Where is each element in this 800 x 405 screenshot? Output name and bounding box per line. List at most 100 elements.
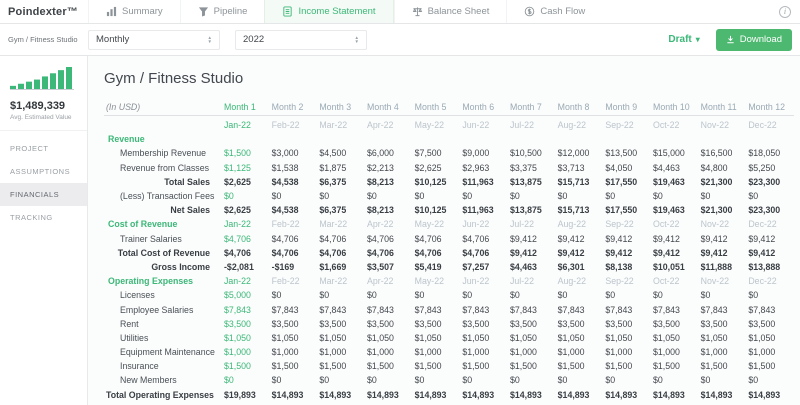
value-cell: $1,500 — [224, 148, 251, 159]
value-cell: $9,412 — [605, 233, 633, 244]
tab-pipeline[interactable]: Pipeline — [179, 0, 265, 23]
value-cell: $10,125 — [414, 205, 447, 216]
sidebar-item-tracking[interactable]: TRACKING — [10, 213, 53, 222]
value-cell: $1,669 — [319, 261, 347, 272]
value-cell: $0 — [748, 290, 759, 301]
brand-logo[interactable]: Poindexter™ — [8, 5, 79, 18]
value-cell: $3,500 — [700, 318, 728, 329]
row-revenue: Revenue — [104, 132, 794, 146]
date-cell: Dec-22 — [748, 219, 777, 230]
date-cell: Feb-22 — [271, 276, 300, 287]
toolbar-project-name: Gym / Fitness Studio — [8, 35, 78, 44]
value-cell: $0 — [748, 191, 759, 202]
income-statement-icon — [282, 6, 293, 17]
value-cell: $1,050 — [224, 332, 251, 343]
tab-summary[interactable]: Summary — [88, 0, 180, 23]
sidebar-item-financials[interactable]: FINANCIALS — [0, 183, 87, 206]
column-header: Month 8 — [557, 102, 590, 112]
value-cell: $9,000 — [462, 148, 490, 159]
info-icon[interactable]: i — [779, 5, 791, 18]
value-cell: $3,500 — [653, 318, 680, 329]
value-cell: $8,138 — [605, 261, 633, 272]
value-cell: $1,000 — [510, 347, 537, 358]
value-cell: $0 — [462, 191, 473, 202]
value-cell: $3,500 — [462, 318, 490, 329]
row-new-members: New Members $0 $0 $0 $0 $0 $0 $0 $0 $0 $0 $0 $0 — [104, 373, 794, 387]
value-cell: $6,375 — [319, 176, 347, 187]
value-cell: $0 — [700, 290, 711, 301]
download-button[interactable]: Download — [715, 28, 792, 51]
value-cell: $9,412 — [605, 247, 633, 258]
value-cell: $0 — [605, 375, 616, 386]
value-cell: $4,706 — [367, 247, 394, 258]
row-gross-income: Gross Income -$2,081 -$169 $1,669 $3,507 $5,4… — [104, 260, 794, 274]
frequency-select[interactable]: Monthly ▲ ▼ — [88, 29, 220, 50]
value-cell: $2,625 — [224, 176, 251, 187]
value-cell: $0 — [271, 191, 282, 202]
value-cell: $13,875 — [510, 176, 542, 187]
value-cell: $13,888 — [748, 261, 781, 272]
updown-icon: ▲ ▼ — [207, 34, 212, 44]
value-cell: $9,412 — [557, 233, 585, 244]
value-cell: $3,713 — [557, 162, 585, 173]
value-cell: $7,843 — [462, 304, 490, 315]
column-header: Month 6 — [462, 102, 495, 112]
value-cell: $7,843 — [414, 304, 442, 315]
value-cell: $1,538 — [271, 162, 299, 173]
value-cell: $9,412 — [700, 247, 728, 258]
value-cell: $3,500 — [224, 318, 251, 329]
value-cell: -$15,062 — [270, 404, 318, 405]
value-cell: $14,893 — [319, 389, 352, 400]
status-select[interactable]: Draft ▾ — [668, 34, 699, 45]
column-header: Month 1 — [224, 102, 256, 112]
date-cell: Jan-22 — [224, 120, 251, 131]
value-cell: $0 — [224, 375, 234, 386]
value-cell: $9,412 — [748, 233, 776, 244]
row-label: Net Sales — [170, 205, 210, 216]
value-cell: $1,000 — [748, 347, 776, 358]
date-cell: Jul-22 — [510, 276, 534, 287]
value-cell: $3,000 — [271, 148, 299, 159]
value-cell: $1,050 — [748, 332, 776, 343]
value-cell: $3,500 — [557, 318, 585, 329]
value-cell: $2,625 — [414, 162, 442, 173]
value-cell: $4,500 — [319, 148, 347, 159]
value-cell: $7,843 — [224, 304, 251, 315]
sidebar-mini-chart[interactable] — [0, 56, 87, 98]
row-rent: Rent $3,500 $3,500 $3,500 $3,500 $3,500 $3,500… — [104, 317, 794, 331]
value-cell: $1,000 — [271, 347, 299, 358]
date-cell: Apr-22 — [367, 276, 394, 287]
value-cell: $7,257 — [462, 261, 490, 272]
sidebar-item-assumptions[interactable]: ASSUMPTIONS — [10, 167, 71, 176]
value-cell: $3,500 — [319, 318, 347, 329]
value-cell: $4,706 — [224, 233, 251, 244]
value-cell: $7,843 — [510, 304, 537, 315]
value-cell: $1,000 — [557, 347, 585, 358]
table-body: Jan-22 Feb-22 Mar-22 Apr-22 May-22 Jun-22 Jul-… — [104, 118, 794, 405]
sidebar-item-project[interactable]: PROJECT — [10, 144, 49, 153]
value-cell: $0 — [414, 290, 425, 301]
row-label: New Members — [120, 375, 177, 386]
value-cell: $9,412 — [557, 247, 585, 258]
tab-income-statement[interactable]: Income Statement — [264, 0, 394, 23]
value-cell: $0 — [700, 191, 711, 202]
value-cell: $9,412 — [653, 247, 680, 258]
year-select[interactable]: 2022 ▲ ▼ — [235, 29, 367, 50]
value-cell: $7,843 — [557, 304, 585, 315]
sidebar-nav: PROJECT ASSUMPTIONS FINANCIALS TRACKING — [0, 137, 87, 229]
value-cell: -$9,474 — [413, 404, 461, 405]
frequency-select-value: Monthly — [96, 34, 130, 45]
tab-balance-sheet[interactable]: Balance Sheet — [393, 0, 507, 23]
tab-cash-flow[interactable]: Cash Flow — [506, 0, 602, 23]
column-header: Month 10 — [653, 102, 690, 112]
value-cell: $15,713 — [557, 176, 590, 187]
value-cell: $1,500 — [557, 361, 585, 372]
date-cell: Jul-22 — [510, 120, 534, 131]
row-total-operating-expenses: Total Operating Expenses $19,893 $14,893 $1… — [104, 388, 794, 402]
value-cell: $7,843 — [748, 304, 776, 315]
value-cell: $14,893 — [367, 389, 399, 400]
date-cell: Jul-22 — [510, 219, 534, 230]
value-cell: $7,843 — [367, 304, 394, 315]
value-cell: $4,538 — [271, 176, 299, 187]
value-cell: $9,412 — [748, 247, 776, 258]
